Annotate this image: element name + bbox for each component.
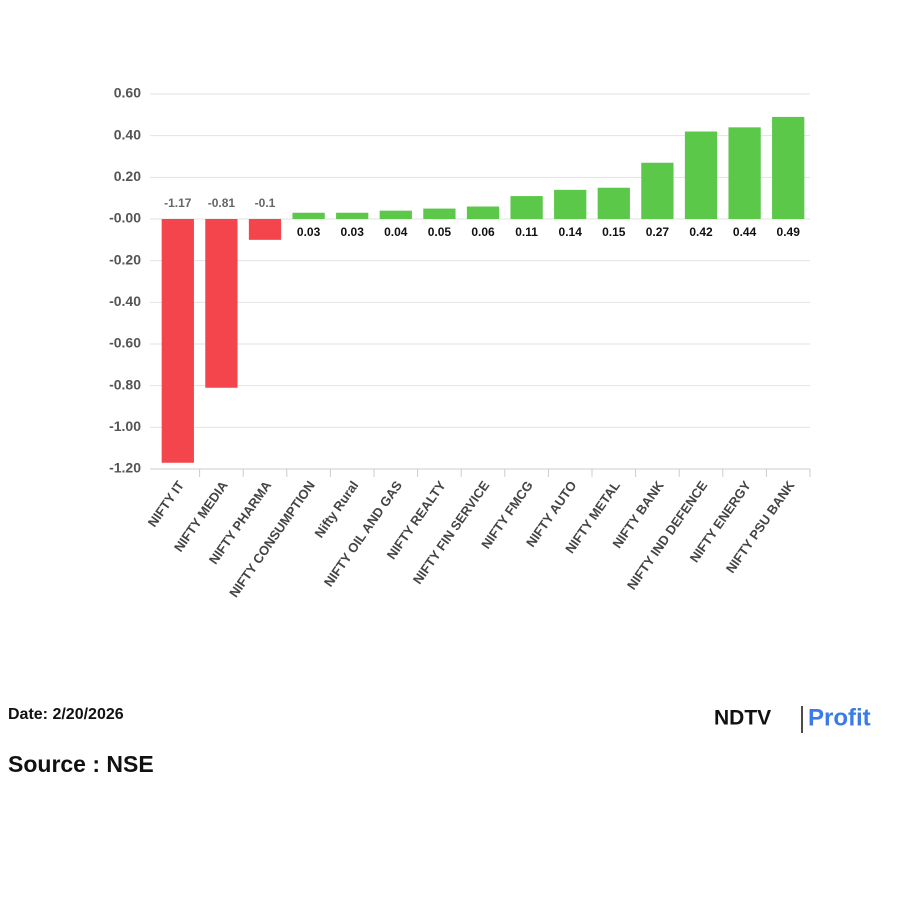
bar — [510, 196, 543, 219]
value-label: 0.03 — [341, 225, 365, 239]
date: Date: 2/20/2026 — [8, 706, 124, 723]
y-tick-label: 0.40 — [114, 126, 141, 142]
value-label: -0.81 — [208, 196, 236, 210]
x-tick-label: NIFTY FIN SERVICE — [410, 478, 493, 587]
value-label: 0.27 — [646, 225, 670, 239]
bar — [641, 162, 674, 219]
bar — [336, 212, 369, 219]
y-tick-label: -0.60 — [109, 335, 141, 351]
value-label: -1.17 — [164, 196, 192, 210]
bar — [466, 206, 500, 219]
x-tick-label: Nifty Rural — [311, 478, 361, 540]
bar — [161, 219, 194, 463]
bar — [292, 212, 325, 219]
logo-ndtv: NDTV — [714, 707, 771, 730]
value-label: 0.15 — [602, 225, 626, 239]
bar — [772, 116, 805, 219]
y-tick-label: -1.20 — [109, 460, 141, 476]
y-tick-label: -0.80 — [109, 376, 141, 392]
value-label: 0.49 — [777, 225, 801, 239]
bar — [597, 187, 630, 219]
value-label: 0.06 — [471, 225, 495, 239]
y-tick-label: 0.60 — [114, 85, 141, 101]
value-label: 0.05 — [428, 225, 452, 239]
y-tick-label: 0.20 — [114, 168, 141, 184]
x-tick-label: NIFTY IT — [145, 478, 187, 530]
value-label: -0.1 — [255, 196, 276, 210]
y-tick-label: -0.20 — [109, 251, 141, 267]
value-label: 0.42 — [689, 225, 713, 239]
x-tick-label: NIFTY OIL AND GAS — [321, 478, 405, 590]
source: Source : NSE — [8, 751, 154, 777]
bar — [379, 210, 412, 219]
x-tick-label: NIFTY IND DEFENCE — [624, 478, 710, 593]
y-tick-label: -0.40 — [109, 293, 141, 309]
bar — [205, 219, 238, 388]
value-label: 0.44 — [733, 225, 757, 239]
value-label: 0.03 — [297, 225, 321, 239]
y-tick-label: -0.00 — [109, 210, 141, 226]
bar — [554, 189, 587, 219]
bar — [248, 219, 282, 240]
value-label: 0.04 — [384, 225, 408, 239]
x-tick-label: NIFTY CONSUMPTION — [226, 478, 318, 600]
value-label: 0.11 — [515, 225, 538, 239]
bar — [728, 127, 761, 219]
bar — [423, 208, 456, 219]
logo-profit: Profit — [808, 704, 871, 731]
bar — [684, 131, 718, 219]
value-label: 0.14 — [559, 225, 583, 239]
y-tick-label: -1.00 — [109, 418, 141, 434]
